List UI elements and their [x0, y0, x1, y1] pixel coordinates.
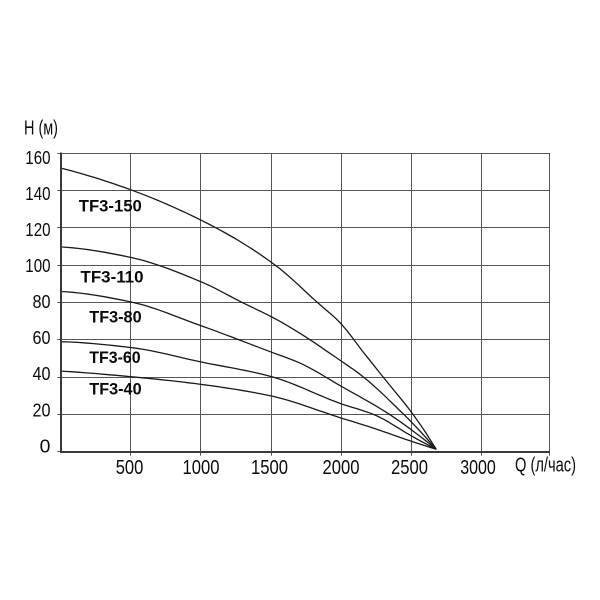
svg-text:1500: 1500: [251, 457, 288, 479]
svg-text:20: 20: [33, 400, 51, 420]
svg-text:Q (л/час): Q (л/час): [515, 455, 576, 477]
svg-text:80: 80: [33, 292, 51, 312]
svg-text:3000: 3000: [460, 457, 496, 479]
svg-text:40: 40: [33, 364, 51, 384]
svg-text:2500: 2500: [391, 457, 428, 479]
svg-text:2000: 2000: [323, 457, 360, 479]
svg-text:TF3-150: TF3-150: [79, 196, 142, 215]
svg-text:500: 500: [116, 457, 144, 479]
svg-text:160: 160: [25, 148, 50, 168]
svg-text:0: 0: [40, 436, 51, 456]
svg-text:TF3-60: TF3-60: [89, 348, 140, 367]
svg-text:60: 60: [33, 328, 51, 348]
svg-text:100: 100: [25, 256, 50, 276]
svg-text:H (м): H (м): [24, 118, 58, 140]
svg-text:140: 140: [25, 184, 50, 204]
svg-text:TF3-40: TF3-40: [89, 379, 141, 398]
svg-text:1000: 1000: [183, 457, 220, 479]
svg-text:TF3-80: TF3-80: [89, 307, 141, 326]
svg-text:120: 120: [25, 220, 50, 240]
svg-text:TF3-110: TF3-110: [81, 267, 144, 286]
